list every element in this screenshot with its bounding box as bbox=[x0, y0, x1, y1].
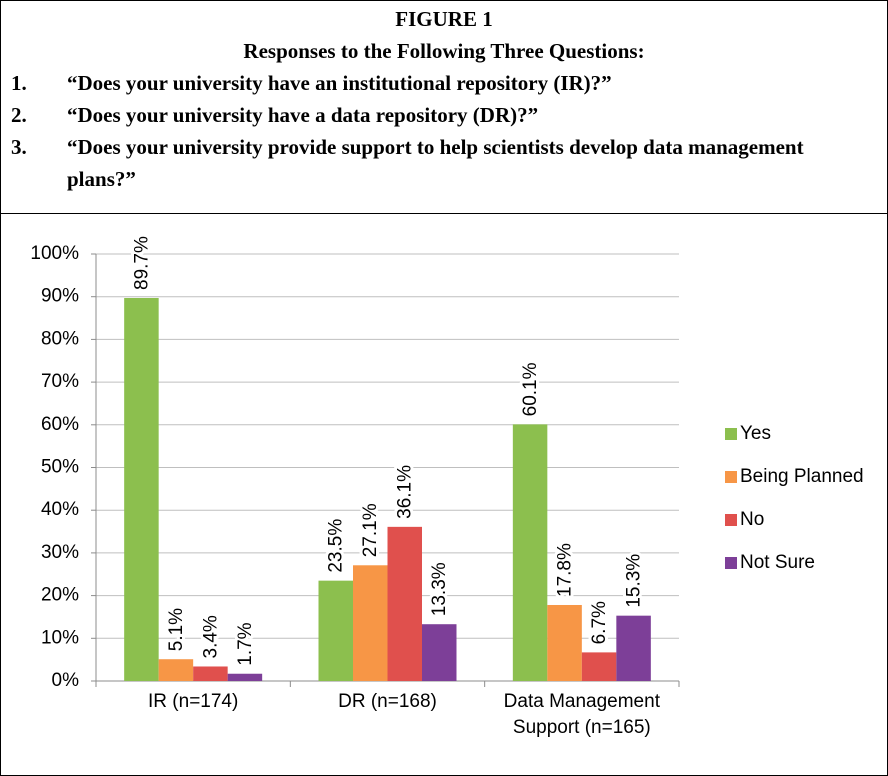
y-tick-label: 30% bbox=[41, 542, 79, 563]
question: 1. “Does your university have an institut… bbox=[1, 67, 887, 99]
y-tick-label: 10% bbox=[41, 627, 79, 648]
y-tick-label: 50% bbox=[41, 457, 79, 478]
data-label: 89.7% bbox=[131, 236, 152, 290]
question: 2. “Does your university have a data repo… bbox=[1, 99, 887, 131]
y-tick-label: 40% bbox=[41, 499, 79, 520]
bar bbox=[581, 652, 617, 681]
x-tick-label: DR (n=168) bbox=[338, 691, 437, 712]
legend-swatch bbox=[725, 428, 737, 440]
figure-title: FIGURE 1 bbox=[395, 7, 493, 31]
question-text: “Does your university have a data reposi… bbox=[67, 103, 539, 127]
question-number: 3. bbox=[11, 135, 27, 159]
data-label: 60.1% bbox=[520, 362, 541, 416]
question-text: “Does your university have an institutio… bbox=[67, 71, 612, 95]
data-label: 13.3% bbox=[429, 562, 450, 616]
x-tick-label: Data Management Support (n=165) bbox=[504, 691, 661, 738]
y-tick-label: 70% bbox=[41, 371, 79, 392]
question-list: 1. “Does your university have an institut… bbox=[1, 67, 887, 195]
y-tick-label: 100% bbox=[30, 243, 79, 264]
legend-swatch bbox=[725, 557, 737, 569]
data-label: 3.4% bbox=[200, 615, 221, 658]
bar bbox=[227, 673, 263, 681]
figure-header: FIGURE 1 Responses to the Following Thre… bbox=[1, 1, 887, 214]
legend-label: Not Sure bbox=[740, 552, 815, 573]
bar bbox=[318, 580, 353, 681]
x-tick-label: IR (n=174) bbox=[148, 691, 238, 712]
question-number: 2. bbox=[11, 103, 27, 127]
data-label: 1.7% bbox=[235, 622, 256, 665]
bar bbox=[387, 526, 422, 681]
bar bbox=[158, 659, 194, 681]
data-label: 6.7% bbox=[589, 601, 610, 644]
legend-swatch bbox=[725, 471, 737, 483]
bar bbox=[193, 666, 228, 681]
legend-label: No bbox=[740, 509, 764, 530]
figure-subtitle: Responses to the Following Three Questio… bbox=[243, 39, 645, 63]
bar bbox=[124, 297, 159, 681]
legend-label: Being Planned bbox=[740, 466, 864, 487]
y-tick-label: 60% bbox=[41, 414, 79, 435]
y-tick-label: 0% bbox=[52, 670, 80, 691]
bar bbox=[353, 565, 388, 681]
bar bbox=[547, 604, 582, 681]
data-label: 27.1% bbox=[360, 503, 381, 557]
question-text: “Does your university provide support to… bbox=[67, 135, 804, 191]
data-label: 23.5% bbox=[326, 519, 347, 573]
data-label: 36.1% bbox=[395, 465, 416, 519]
legend-label: Yes bbox=[740, 423, 771, 444]
bar bbox=[616, 615, 651, 681]
legend-swatch bbox=[725, 514, 737, 526]
y-tick-label: 80% bbox=[41, 328, 79, 349]
y-tick-label: 20% bbox=[41, 585, 79, 606]
y-tick-label: 90% bbox=[41, 286, 79, 307]
bar bbox=[422, 624, 457, 681]
data-label: 15.3% bbox=[624, 554, 645, 608]
question-number: 1. bbox=[11, 71, 27, 95]
question: 3. “Does your university provide support … bbox=[1, 131, 887, 195]
data-label: 17.8% bbox=[555, 543, 576, 597]
data-label: 5.1% bbox=[166, 608, 187, 651]
bar bbox=[512, 424, 548, 681]
